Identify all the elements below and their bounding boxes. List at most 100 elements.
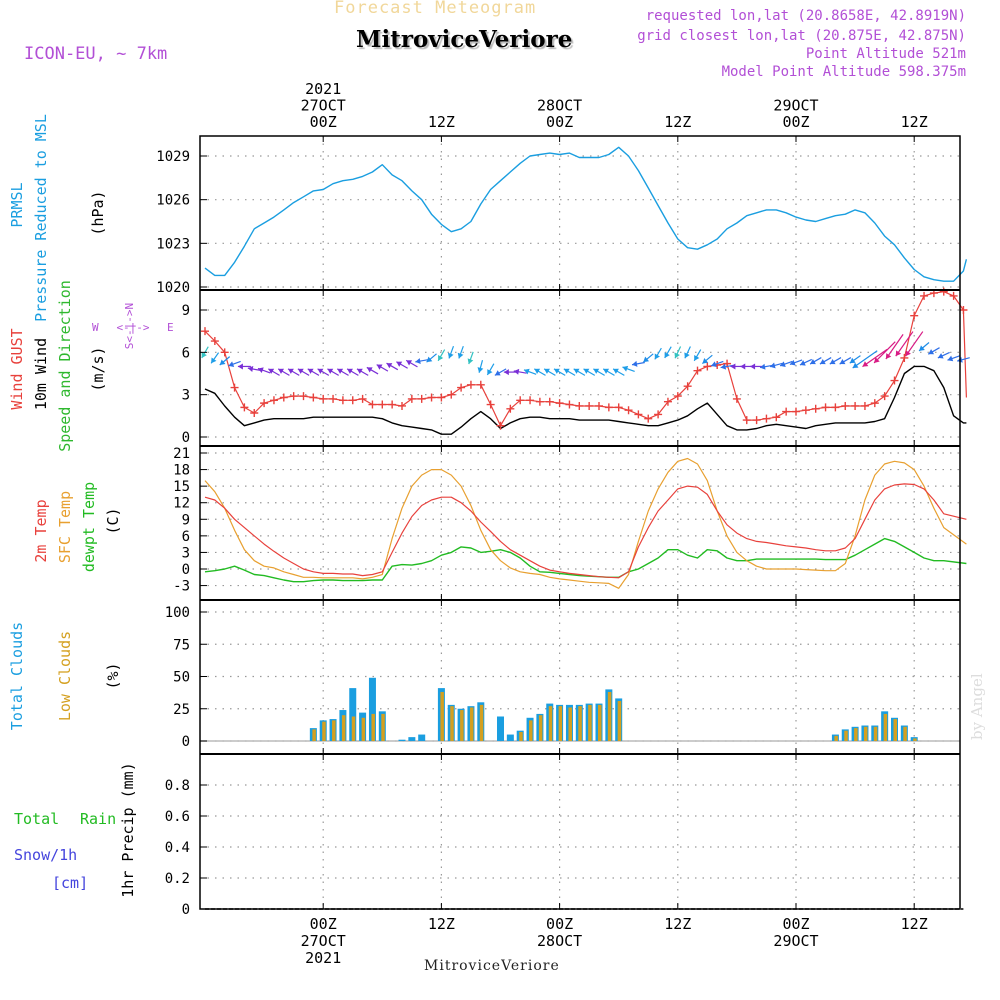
wind-10m-label: 10m Wind [32, 338, 50, 410]
gust-marker [693, 366, 702, 375]
wind-arrow [426, 353, 437, 363]
low-cloud-bar [460, 710, 464, 741]
gust-marker [959, 306, 968, 314]
gust-marker [870, 399, 879, 408]
wind-arrow-head [684, 352, 690, 359]
low-cloud-bar [863, 726, 868, 741]
gust-marker [407, 394, 416, 403]
wind-arrow-head [356, 368, 363, 374]
text-layer: 10201023102610290369-3036912151821025507… [8, 80, 928, 967]
gust-marker [230, 383, 239, 392]
wind-arrow-head [386, 363, 393, 369]
clouds-unit: (%) [104, 662, 122, 689]
wind-arrow [799, 358, 812, 366]
series-line [204, 537, 967, 583]
y-tick-label-pressure: 1020 [156, 280, 190, 296]
gust-marker [575, 401, 584, 410]
wind-arrow [720, 363, 734, 370]
total-clouds-label: Total Clouds [8, 622, 26, 730]
gust-marker [880, 392, 889, 401]
wind-arrow [405, 359, 418, 368]
x-axis-label-top: 12Z [901, 113, 928, 131]
gust-marker [476, 380, 485, 389]
series-sfc-temp [204, 457, 967, 589]
gust-marker [851, 401, 860, 410]
wind-arrow [533, 368, 546, 376]
wind-arrow-head [905, 350, 911, 357]
precip-legend-label: Snow/1h [14, 846, 77, 864]
grid-temp [200, 446, 960, 600]
total-cloud-bar [408, 737, 416, 741]
wind-arrow-head [799, 360, 806, 366]
y-tick-label-wind: 9 [182, 303, 190, 319]
series-line [204, 457, 967, 589]
wind-dir-label: Speed and Direction [56, 280, 74, 452]
wind-arrow [905, 331, 924, 357]
gust-marker [220, 348, 229, 357]
grid-layer [200, 136, 960, 909]
low-cloud-bar [893, 719, 897, 741]
wind-arrow-head [201, 352, 207, 358]
gust-marker [939, 287, 948, 296]
gust-marker [368, 400, 377, 409]
wind-direction-arrows [201, 331, 970, 376]
series-2m-temp [204, 483, 967, 579]
wind-arrow [642, 353, 654, 363]
wind-arrow-head [487, 369, 493, 375]
wind-arrow [467, 351, 474, 365]
gust-marker [949, 291, 958, 300]
wind-arrow-shaft [852, 350, 878, 369]
wind-arrow [674, 346, 682, 359]
wind-arrow-head [583, 368, 590, 374]
gust-marker [545, 397, 554, 406]
wind-arrow [622, 365, 635, 373]
series-line [204, 365, 967, 435]
wind-arrow-head [415, 358, 421, 365]
gust-marker [398, 401, 406, 410]
x-axis-label-top: 27OCT [301, 97, 346, 115]
gust-marker [900, 353, 909, 362]
gust-marker [634, 410, 643, 419]
wind-arrow [750, 363, 764, 370]
cloud-bars [200, 677, 960, 742]
wind-arrow-head [513, 368, 520, 375]
low-cloud-bar [519, 731, 523, 741]
point-altitude: Point Altitude 521m [805, 46, 966, 62]
wind-arrow-head [885, 353, 892, 359]
wind-arrow-head [789, 359, 796, 366]
low-cloud-bar [322, 721, 326, 741]
wind-arrow-head [278, 368, 285, 374]
y-tick-label-temp: -3 [173, 579, 190, 595]
wind-arrow-head [534, 368, 541, 374]
wind-arrow-head [563, 368, 570, 374]
wind-arrow-head [862, 361, 869, 367]
gust-marker [348, 396, 357, 405]
gust-marker [516, 396, 525, 405]
wind-arrow-head [819, 358, 826, 365]
gust-marker [742, 416, 751, 425]
low-cloud-bar [617, 701, 622, 741]
wind-arrow [386, 362, 399, 371]
wind-arrow-head [467, 358, 474, 365]
wind-arrow [849, 355, 861, 364]
low-cloud-bar [913, 738, 917, 741]
pressure-unit: (hPa) [89, 190, 107, 235]
wind-arrow-head [937, 353, 944, 359]
gust-marker [319, 394, 328, 403]
wind-arrow [287, 368, 300, 376]
low-cloud-bar [469, 707, 474, 741]
plot-frame [199, 135, 961, 910]
wind-arrow [494, 368, 507, 376]
x-axis-label-bottom: 27OCT [301, 932, 346, 950]
y-tick-label-temp: 15 [173, 479, 190, 495]
gust-marker [279, 393, 288, 402]
wind-arrow-head [268, 368, 275, 374]
gust-marker [289, 392, 298, 401]
x-axis-label-bottom: 12Z [901, 915, 928, 933]
gust-marker [614, 403, 623, 412]
x-axis-label-top: 12Z [428, 113, 455, 131]
wind-arrow-head [928, 349, 935, 355]
wind-arrow [693, 349, 702, 362]
wind-arrow-head [654, 353, 660, 360]
